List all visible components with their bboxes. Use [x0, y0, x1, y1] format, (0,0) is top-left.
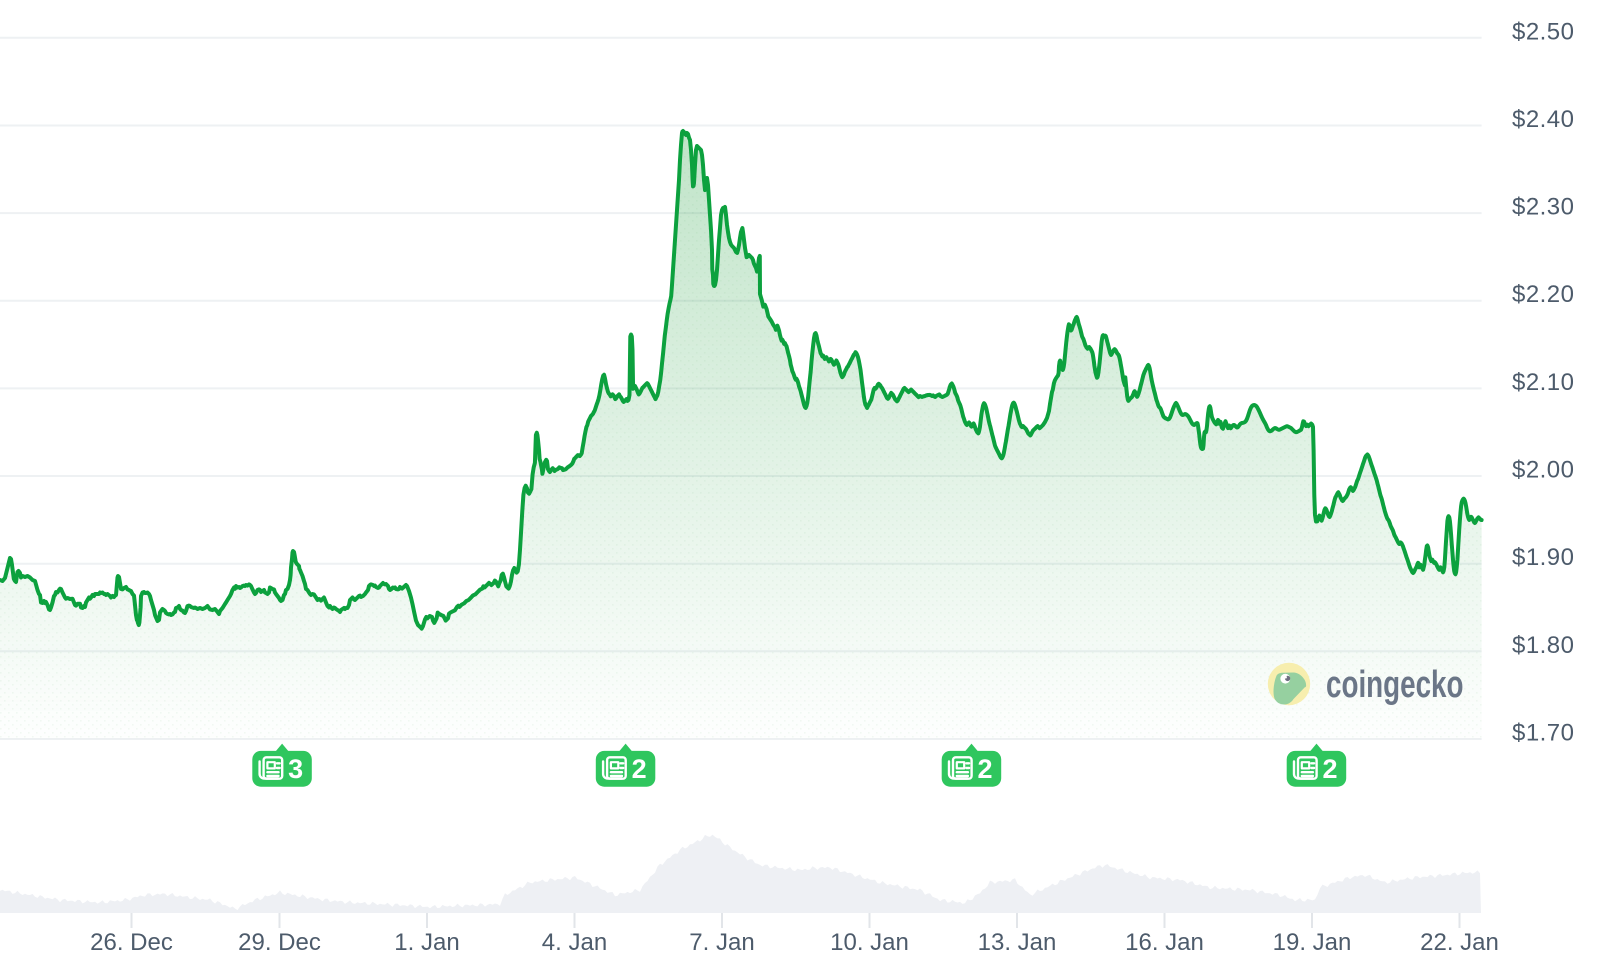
svg-text:$2.20: $2.20 — [1512, 281, 1574, 308]
svg-text:19. Jan: 19. Jan — [1273, 929, 1352, 956]
svg-text:16. Jan: 16. Jan — [1125, 929, 1204, 956]
svg-text:$2.50: $2.50 — [1512, 18, 1574, 45]
svg-text:3: 3 — [288, 754, 303, 784]
svg-text:coingecko: coingecko — [1326, 664, 1464, 706]
svg-text:$2.30: $2.30 — [1512, 194, 1574, 221]
svg-text:1. Jan: 1. Jan — [394, 929, 459, 956]
svg-text:2: 2 — [1322, 754, 1337, 784]
svg-text:7. Jan: 7. Jan — [689, 929, 754, 956]
svg-text:4. Jan: 4. Jan — [542, 929, 607, 956]
svg-text:$2.10: $2.10 — [1512, 369, 1574, 396]
svg-text:$1.70: $1.70 — [1512, 720, 1574, 747]
svg-text:$1.80: $1.80 — [1512, 632, 1574, 659]
svg-text:10. Jan: 10. Jan — [830, 929, 909, 956]
svg-text:13. Jan: 13. Jan — [978, 929, 1057, 956]
svg-text:2: 2 — [632, 754, 647, 784]
svg-text:29. Dec: 29. Dec — [238, 929, 321, 956]
svg-text:22. Jan: 22. Jan — [1420, 929, 1499, 956]
svg-text:$2.40: $2.40 — [1512, 106, 1574, 133]
svg-text:$1.90: $1.90 — [1512, 544, 1574, 571]
svg-text:$2.00: $2.00 — [1512, 457, 1574, 484]
svg-text:26. Dec: 26. Dec — [90, 929, 173, 956]
svg-text:2: 2 — [977, 754, 992, 784]
